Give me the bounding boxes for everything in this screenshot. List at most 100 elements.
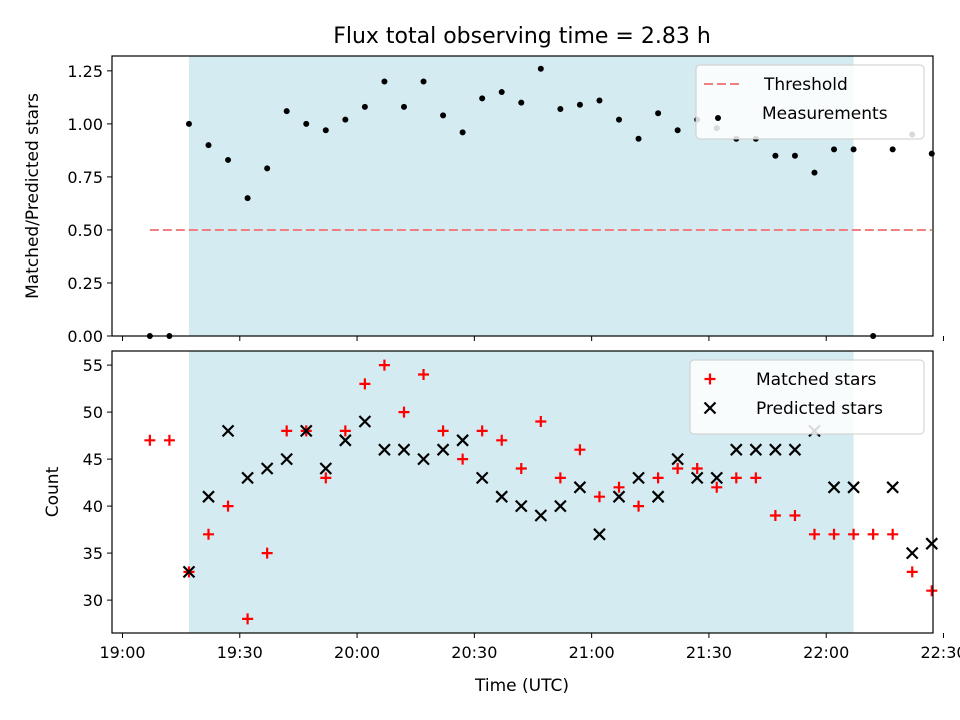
data-point xyxy=(339,425,351,437)
y-tick-label: 1.00 xyxy=(67,115,103,134)
data-point xyxy=(280,452,293,466)
data-point xyxy=(202,490,215,503)
y-tick-label: 1.25 xyxy=(67,62,103,81)
x-tick-label: 21:00 xyxy=(569,643,615,662)
data-point xyxy=(612,490,626,503)
legend-box xyxy=(695,64,925,140)
y-tick-label: 40 xyxy=(83,497,103,516)
data-point xyxy=(515,463,527,474)
chart-title: Flux total observing time = 2.83 h xyxy=(333,24,711,49)
data-point xyxy=(398,406,410,418)
data-point xyxy=(182,565,196,579)
data-point xyxy=(479,95,486,102)
data-point xyxy=(420,78,427,85)
data-point xyxy=(674,127,681,134)
y-tick-label: 0.00 xyxy=(67,327,103,346)
data-point xyxy=(808,528,820,540)
y-tick-label: 45 xyxy=(83,450,103,469)
data-point xyxy=(205,142,212,149)
data-point xyxy=(185,120,192,127)
data-point xyxy=(691,463,703,474)
legend-label: Measurements xyxy=(762,104,888,124)
data-point xyxy=(750,472,762,484)
data-point xyxy=(905,546,919,560)
data-point xyxy=(378,359,390,371)
data-point xyxy=(378,443,391,456)
data-point xyxy=(418,369,430,380)
data-point xyxy=(339,434,352,447)
data-point xyxy=(244,195,251,202)
data-point xyxy=(848,528,860,540)
data-point xyxy=(221,424,235,438)
data-point xyxy=(436,443,450,456)
data-point xyxy=(711,481,723,493)
data-point xyxy=(574,444,586,456)
data-point xyxy=(358,415,372,428)
data-point xyxy=(537,65,544,72)
data-point xyxy=(518,99,525,106)
data-point xyxy=(361,103,368,110)
y-tick-label: 55 xyxy=(83,356,103,375)
plot-frame xyxy=(111,55,934,337)
data-point xyxy=(475,471,489,485)
data-point xyxy=(690,471,704,485)
top-panel: 0.00 0.25 0.50 0.75 1.00 1.25 Threshold Measure… xyxy=(67,55,944,346)
data-point xyxy=(241,471,254,485)
data-point xyxy=(260,462,274,475)
data-point xyxy=(925,537,939,550)
legend-box xyxy=(689,359,925,435)
data-point xyxy=(496,434,508,446)
data-point xyxy=(397,443,411,456)
data-point xyxy=(498,89,505,96)
data-point xyxy=(417,452,430,466)
data-point xyxy=(557,106,564,113)
data-point xyxy=(554,499,567,513)
data-point xyxy=(319,462,333,475)
data-point xyxy=(535,416,547,427)
data-point xyxy=(730,472,742,484)
x-tick-label: 22:00 xyxy=(803,643,849,662)
data-point xyxy=(381,78,388,85)
data-point xyxy=(847,481,860,494)
data-point xyxy=(242,613,254,625)
data-point xyxy=(828,528,840,540)
data-point xyxy=(772,152,779,159)
data-point xyxy=(886,481,899,494)
data-point xyxy=(514,499,528,513)
data-point xyxy=(926,585,938,597)
legend: Matched stars Predicted stars xyxy=(689,359,925,435)
data-point xyxy=(827,481,841,494)
data-point xyxy=(730,443,743,456)
y-tick-label: 35 xyxy=(83,544,103,563)
data-point xyxy=(440,112,447,119)
top-y-axis-label: Matched/Predicted stars xyxy=(23,93,43,299)
data-point xyxy=(283,108,290,115)
data-point xyxy=(596,97,603,104)
data-point xyxy=(655,110,662,117)
data-point xyxy=(671,452,684,466)
legend-label: Threshold xyxy=(763,75,848,95)
data-point xyxy=(710,471,724,485)
data-point xyxy=(203,528,215,540)
y-tick-label: 0.50 xyxy=(67,221,103,240)
data-point xyxy=(437,425,449,437)
data-point xyxy=(459,129,466,136)
legend-swatch xyxy=(704,373,716,385)
data-point xyxy=(303,120,310,127)
x-tick-label: 19:30 xyxy=(217,643,263,662)
x-axis-label: Time (UTC) xyxy=(474,676,569,696)
data-point xyxy=(889,146,896,153)
data-point xyxy=(476,425,488,437)
data-point xyxy=(613,481,625,493)
data-point xyxy=(222,500,234,512)
data-point xyxy=(616,116,623,123)
data-point xyxy=(281,425,293,437)
data-point xyxy=(225,156,232,163)
data-point xyxy=(400,103,407,110)
legend-swatch xyxy=(715,115,721,121)
x-tick-label: 19:00 xyxy=(99,643,145,662)
y-tick-label: 0.75 xyxy=(67,168,103,187)
data-point xyxy=(867,528,879,540)
data-point xyxy=(906,566,918,578)
